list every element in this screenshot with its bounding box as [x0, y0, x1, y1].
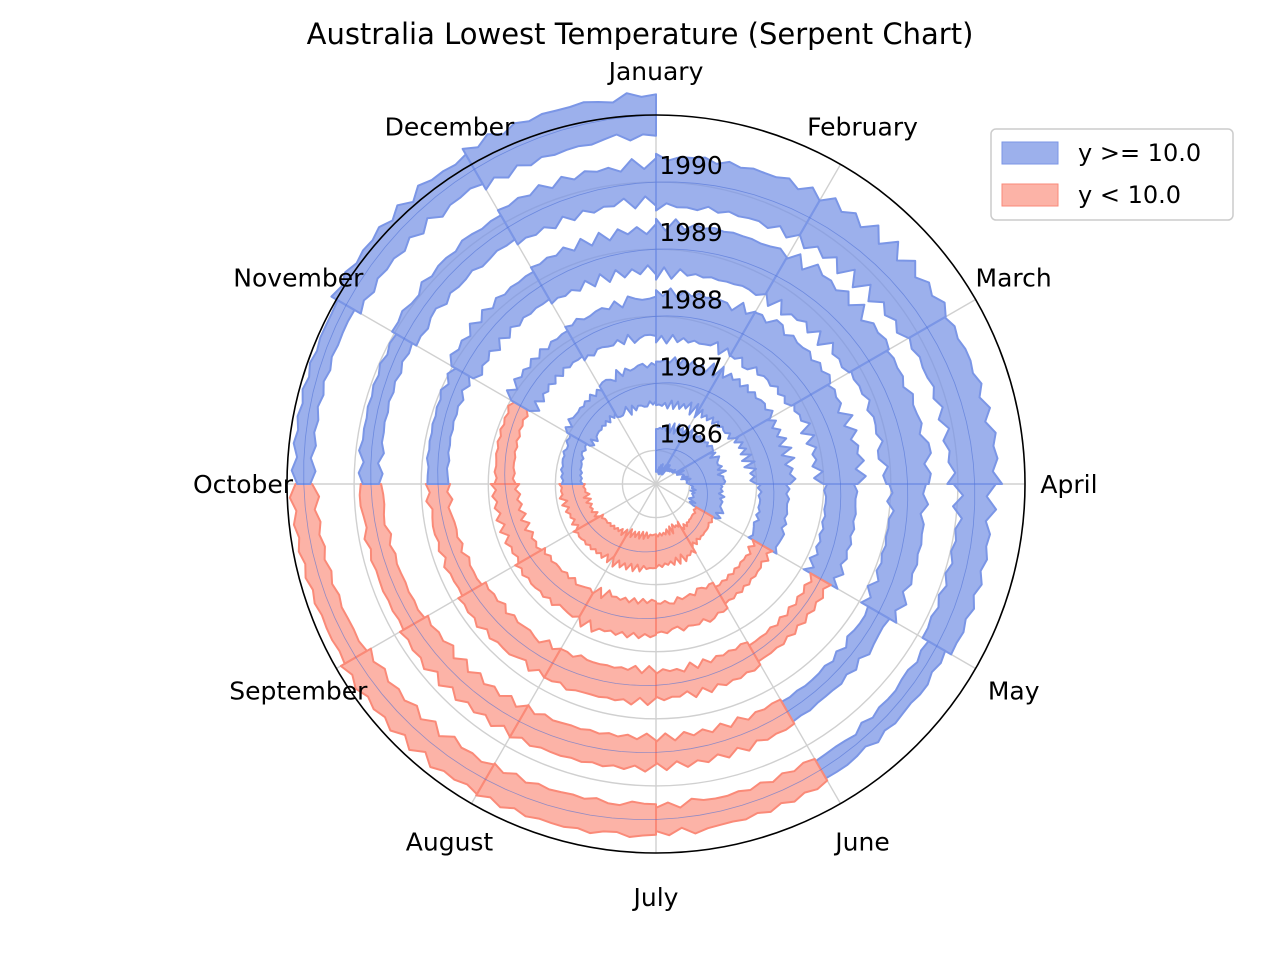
- band-segment-1990-07: [475, 762, 657, 838]
- band-segment-1988-10: [426, 367, 471, 485]
- band-segment-1987-12: [564, 295, 657, 362]
- band-segment-1987-02: [693, 365, 774, 440]
- month-label-february: February: [807, 112, 918, 141]
- band-segment-1987-03: [733, 419, 797, 485]
- month-label-june: June: [833, 828, 889, 857]
- band-segment-1989-10: [357, 333, 414, 485]
- month-label-april: April: [1040, 470, 1097, 499]
- month-spoke-november: [336, 298, 657, 485]
- band-segment-1990-12: [461, 92, 657, 191]
- band-segment-1987-10: [493, 401, 529, 485]
- band-segment-1990-10: [290, 299, 356, 485]
- band-segment-1989-09: [358, 483, 426, 631]
- year-label-1990: 1990: [659, 151, 723, 180]
- band-segment-1989-07: [508, 704, 657, 773]
- band-segment-1988-03: [793, 383, 867, 485]
- band-segment-1988-12: [529, 223, 657, 305]
- band-segment-1990-04: [921, 483, 998, 656]
- year-label-1988: 1988: [659, 285, 723, 314]
- month-label-january: January: [607, 57, 704, 86]
- legend-label-above: y >= 10.0: [1078, 139, 1201, 167]
- band-segment-1987-11: [505, 329, 584, 412]
- legend-label-below: y < 10.0: [1078, 181, 1181, 209]
- band-segment-1990-02: [798, 197, 947, 340]
- month-label-september: September: [229, 677, 368, 706]
- band-segment-1987-05: [714, 538, 774, 605]
- year-label-1989: 1989: [659, 218, 723, 247]
- band-segment-1990-09: [288, 483, 368, 665]
- legend: y >= 10.0 y < 10.0: [990, 128, 1234, 221]
- band-segment-1988-04: [802, 483, 859, 590]
- band-segment-1987-06: [655, 581, 729, 635]
- month-label-july: July: [632, 883, 679, 912]
- band-segment-1989-03: [850, 349, 932, 485]
- month-label-december: December: [385, 112, 515, 141]
- band-segment-1988-07: [543, 647, 657, 706]
- band-segment-1987-09: [489, 483, 543, 565]
- band-segment-1987-08: [514, 547, 594, 618]
- radial-tick-labels: 1986 1987 1988 1989 1990: [659, 151, 723, 448]
- chart-title: Australia Lowest Temperature (Serpent Ch…: [307, 17, 974, 51]
- band-segment-1986-03: [675, 451, 727, 485]
- year-label-1986: 1986: [659, 419, 723, 448]
- month-labels: January February March April May June July Augu…: [193, 57, 1098, 912]
- month-label-august: August: [406, 828, 494, 857]
- band-segment-1986-09: [558, 483, 602, 532]
- band-segment-1989-02: [765, 253, 890, 374]
- band-segment-1989-04: [860, 483, 930, 624]
- month-label-october: October: [193, 470, 294, 499]
- band-segment-1986-08: [572, 513, 629, 564]
- band-segment-1990-03: [908, 316, 1004, 485]
- serpent-bands: [288, 92, 1004, 838]
- band-segment-1988-09: [424, 483, 483, 597]
- month-label-march: March: [976, 264, 1052, 293]
- band-segment-1987-04: [747, 483, 791, 555]
- band-segment-1989-08: [398, 614, 530, 738]
- spiral-centerline: [303, 114, 976, 820]
- year-label-1987: 1987: [659, 352, 723, 381]
- band-segment-1989-06: [655, 698, 796, 772]
- band-segment-1990-08: [339, 647, 495, 796]
- month-label-november: November: [233, 264, 364, 293]
- month-label-may: May: [988, 677, 1040, 706]
- legend-swatch-above: [1001, 141, 1059, 165]
- polar-frame: [286, 114, 1026, 854]
- band-segment-1988-01: [655, 287, 757, 358]
- legend-swatch-below: [1001, 183, 1059, 207]
